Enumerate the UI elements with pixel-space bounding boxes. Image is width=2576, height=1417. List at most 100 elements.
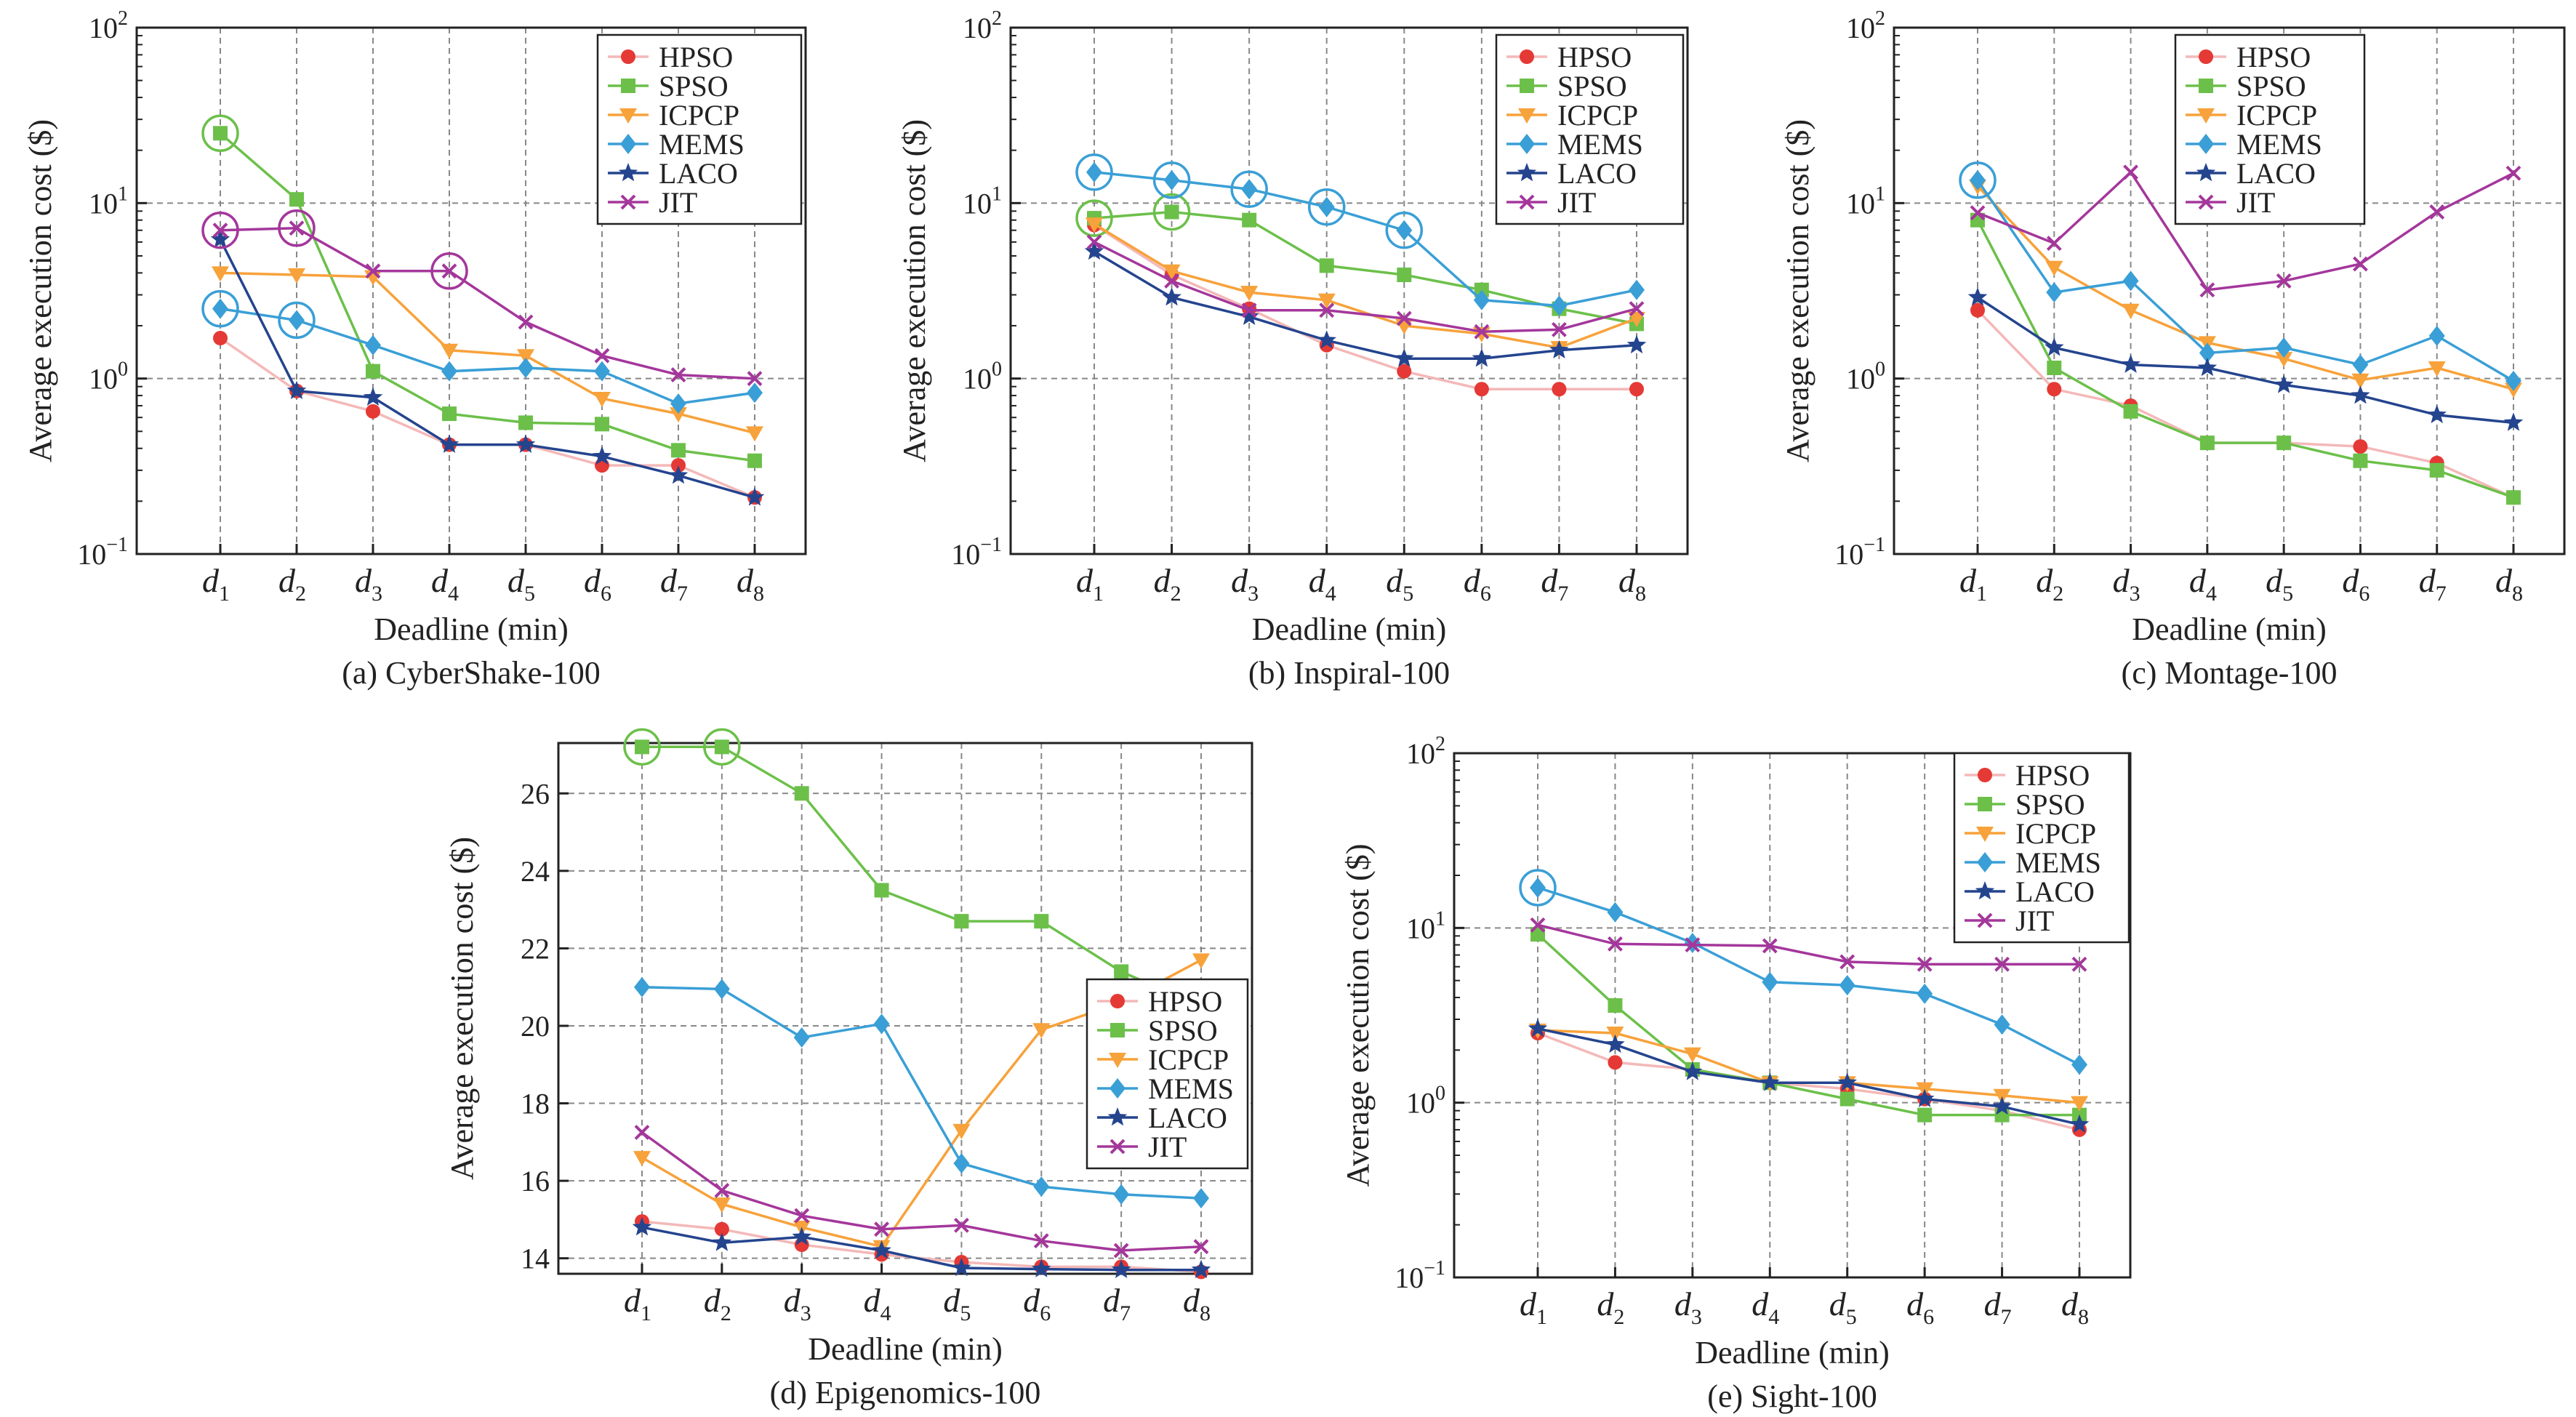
data-point xyxy=(2123,404,2138,419)
x-tick-letter: d xyxy=(1520,1285,1537,1322)
x-tick-letter: d xyxy=(1597,1285,1614,1322)
data-point xyxy=(2069,1114,2090,1133)
highlight-ring xyxy=(430,252,468,290)
data-point xyxy=(1319,302,1335,318)
legend-label: HPSO xyxy=(1557,41,1632,73)
x-tick-letter: d xyxy=(1464,562,1481,599)
y-tick-exponent: −1 xyxy=(980,534,1002,556)
data-point xyxy=(2275,352,2293,368)
legend-label: MEMS xyxy=(659,128,745,161)
data-point xyxy=(1762,971,1778,992)
x-tick-label: d5 xyxy=(2266,562,2293,606)
series-line xyxy=(641,1226,1201,1272)
x-tick-label: d6 xyxy=(1464,562,1491,606)
data-point xyxy=(1629,279,1645,300)
data-point xyxy=(670,393,686,414)
x-tick-label: d2 xyxy=(1597,1285,1624,1329)
data-point xyxy=(1474,324,1490,340)
legend-marker xyxy=(620,194,636,210)
legend-label: SPSO xyxy=(1148,1014,1218,1047)
data-point xyxy=(2428,361,2446,377)
legend-marker xyxy=(620,134,636,154)
data-point xyxy=(2121,354,2140,373)
data-point xyxy=(1240,286,1259,302)
x-tick-letter: d xyxy=(704,1282,721,1319)
data-point xyxy=(714,1183,730,1198)
legend-marker xyxy=(1517,163,1537,182)
x-tick-index: 3 xyxy=(801,1301,811,1325)
legend-marker xyxy=(1518,108,1536,124)
data-point xyxy=(1397,268,1412,283)
x-tick-letter: d xyxy=(355,562,372,599)
x-tick-letter: d xyxy=(1309,562,1326,599)
data-point xyxy=(595,417,609,432)
x-tick-label: d4 xyxy=(2189,562,2217,606)
x-tick-label: d1 xyxy=(1520,1285,1547,1329)
y-tick-label: 16 xyxy=(521,1165,550,1197)
x-tick-index: 5 xyxy=(524,582,535,606)
data-point xyxy=(2427,404,2447,424)
data-point xyxy=(594,348,610,364)
y-tick-label: 100 xyxy=(89,358,128,396)
x-tick-letter: d xyxy=(2061,1285,2079,1322)
x-tick-letter: d xyxy=(1154,562,1171,599)
data-point xyxy=(1839,954,1855,970)
data-point xyxy=(2199,282,2215,298)
legend-marker xyxy=(1110,994,1125,1008)
x-tick-index: 4 xyxy=(448,582,459,606)
y-tick-exponent: 1 xyxy=(992,182,1002,205)
data-point xyxy=(874,883,889,898)
series-line xyxy=(1537,886,2080,1066)
x-axis-label: Deadline (min) xyxy=(374,611,569,647)
x-tick-index: 1 xyxy=(1536,1305,1547,1329)
y-tick-label: 100 xyxy=(1406,1083,1445,1120)
data-point xyxy=(2276,435,2292,451)
data-point xyxy=(518,358,534,379)
y-tick-exponent: 0 xyxy=(1875,358,1885,381)
data-point xyxy=(952,1123,971,1139)
data-point xyxy=(289,220,305,236)
legend-marker xyxy=(2199,79,2213,93)
data-point xyxy=(594,361,610,382)
x-tick-label: d6 xyxy=(1906,1285,1934,1329)
x-tick-index: 5 xyxy=(1403,582,1413,606)
series-jit xyxy=(1530,917,2087,972)
x-tick-letter: d xyxy=(784,1282,801,1319)
x-tick-letter: d xyxy=(278,562,296,599)
series-line xyxy=(642,745,1202,1008)
x-tick-label: d6 xyxy=(2342,562,2370,606)
x-tick-letter: d xyxy=(2495,562,2513,599)
highlight-ring xyxy=(1152,193,1191,231)
series-spso xyxy=(201,114,762,468)
series-laco xyxy=(632,1217,1211,1278)
data-point xyxy=(713,1197,731,1213)
data-point xyxy=(1191,1259,1211,1278)
y-tick-mantissa: 10 xyxy=(963,187,992,220)
data-point xyxy=(1164,204,1179,220)
x-tick-index: 6 xyxy=(2359,582,2370,606)
series-line xyxy=(219,238,755,499)
y-axis-label: Average execution cost ($) xyxy=(896,119,932,462)
y-tick-exponent: −1 xyxy=(1424,1257,1445,1280)
x-tick-index: 2 xyxy=(1171,582,1181,606)
data-point xyxy=(2353,256,2368,272)
data-point xyxy=(1551,295,1568,316)
data-point xyxy=(792,1227,811,1245)
y-tick-exponent: 2 xyxy=(118,7,128,30)
x-tick-letter: d xyxy=(2266,562,2283,599)
legend-marker xyxy=(2196,163,2216,182)
data-point xyxy=(1528,1018,1548,1037)
y-tick-label: 101 xyxy=(963,182,1002,220)
legend-label: JIT xyxy=(659,186,697,219)
x-tick-label: d7 xyxy=(1541,562,1568,606)
legend-label: JIT xyxy=(2015,904,2054,937)
data-point xyxy=(442,406,457,422)
plot-frame xyxy=(1893,26,2566,555)
x-tick-label: d4 xyxy=(864,1282,891,1325)
plot-frame xyxy=(557,742,1253,1275)
x-tick-label: d8 xyxy=(737,562,764,606)
x-tick-index: 1 xyxy=(1976,582,1987,606)
series-line xyxy=(1536,933,2079,1117)
